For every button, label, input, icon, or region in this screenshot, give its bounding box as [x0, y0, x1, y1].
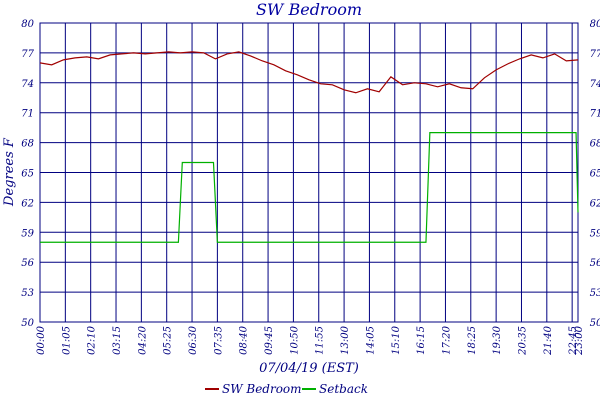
- x-tick-label: 13:00: [340, 325, 351, 354]
- x-tick-label: 23:00: [574, 325, 585, 355]
- y2-tick-label: 80: [590, 19, 600, 30]
- y2-tick-label: 53: [590, 288, 600, 299]
- y2-tick-label: 59: [590, 228, 600, 239]
- y-tick-label: 53: [21, 288, 34, 299]
- x-tick-label: 15:10: [391, 325, 402, 354]
- x-tick-label: 11:55: [315, 326, 326, 355]
- y-tick-label: 77: [21, 49, 34, 60]
- x-tick-label: 14:05: [365, 326, 376, 355]
- legend-label: Setback: [319, 382, 368, 396]
- y2-tick-label: 50: [590, 318, 600, 329]
- y-tick-label: 65: [21, 169, 34, 180]
- series-line: [40, 132, 579, 243]
- y-tick-label: 59: [21, 228, 34, 239]
- chart-title: SW Bedroom: [256, 0, 362, 19]
- y-tick-label: 56: [21, 258, 34, 269]
- y-tick-label: 62: [21, 198, 34, 209]
- x-tick-label: 00:00: [36, 325, 47, 354]
- x-tick-label: 17:20: [441, 325, 452, 354]
- y-axis-label: Degrees F: [2, 137, 17, 207]
- y2-tick-label: 62: [590, 198, 600, 209]
- x-tick-label: 02:10: [87, 325, 98, 354]
- x-tick-label: 18:25: [467, 326, 478, 355]
- x-tick-label: 04:20: [137, 325, 148, 354]
- x-tick-label: 21:40: [543, 325, 554, 355]
- y-tick-label: 71: [21, 109, 34, 120]
- x-tick-label: 22:45: [568, 326, 579, 356]
- y2-tick-label: 65: [590, 169, 600, 180]
- y-tick-label: 50: [21, 318, 34, 329]
- x-tick-label: 08:40: [239, 325, 250, 354]
- y2-tick-label: 74: [590, 79, 600, 90]
- x-tick-label: 20:35: [517, 326, 528, 356]
- x-tick-label: 10:50: [289, 325, 300, 354]
- x-tick-label: 16:15: [416, 326, 427, 355]
- x-tick-label: 01:05: [61, 326, 72, 355]
- legend-label: SW Bedroom: [222, 382, 302, 396]
- x-tick-label: 06:30: [188, 325, 199, 354]
- y2-tick-label: 68: [590, 139, 600, 150]
- y-tick-label: 80: [21, 19, 34, 30]
- y-tick-label: 68: [21, 139, 34, 150]
- y-tick-label: 74: [21, 79, 34, 90]
- series-line: [39, 51, 579, 94]
- x-tick-label: 09:45: [264, 326, 275, 355]
- x-tick-label: 03:15: [112, 326, 123, 355]
- y2-tick-label: 71: [590, 109, 600, 120]
- x-tick-label: 07:35: [213, 326, 224, 355]
- x-tick-label: 05:25: [163, 326, 174, 355]
- x-axis-label: 07/04/19 (EST): [259, 361, 359, 376]
- x-tick-label: 19:30: [492, 325, 503, 354]
- y2-tick-label: 77: [590, 49, 600, 60]
- y2-tick-label: 56: [590, 258, 600, 269]
